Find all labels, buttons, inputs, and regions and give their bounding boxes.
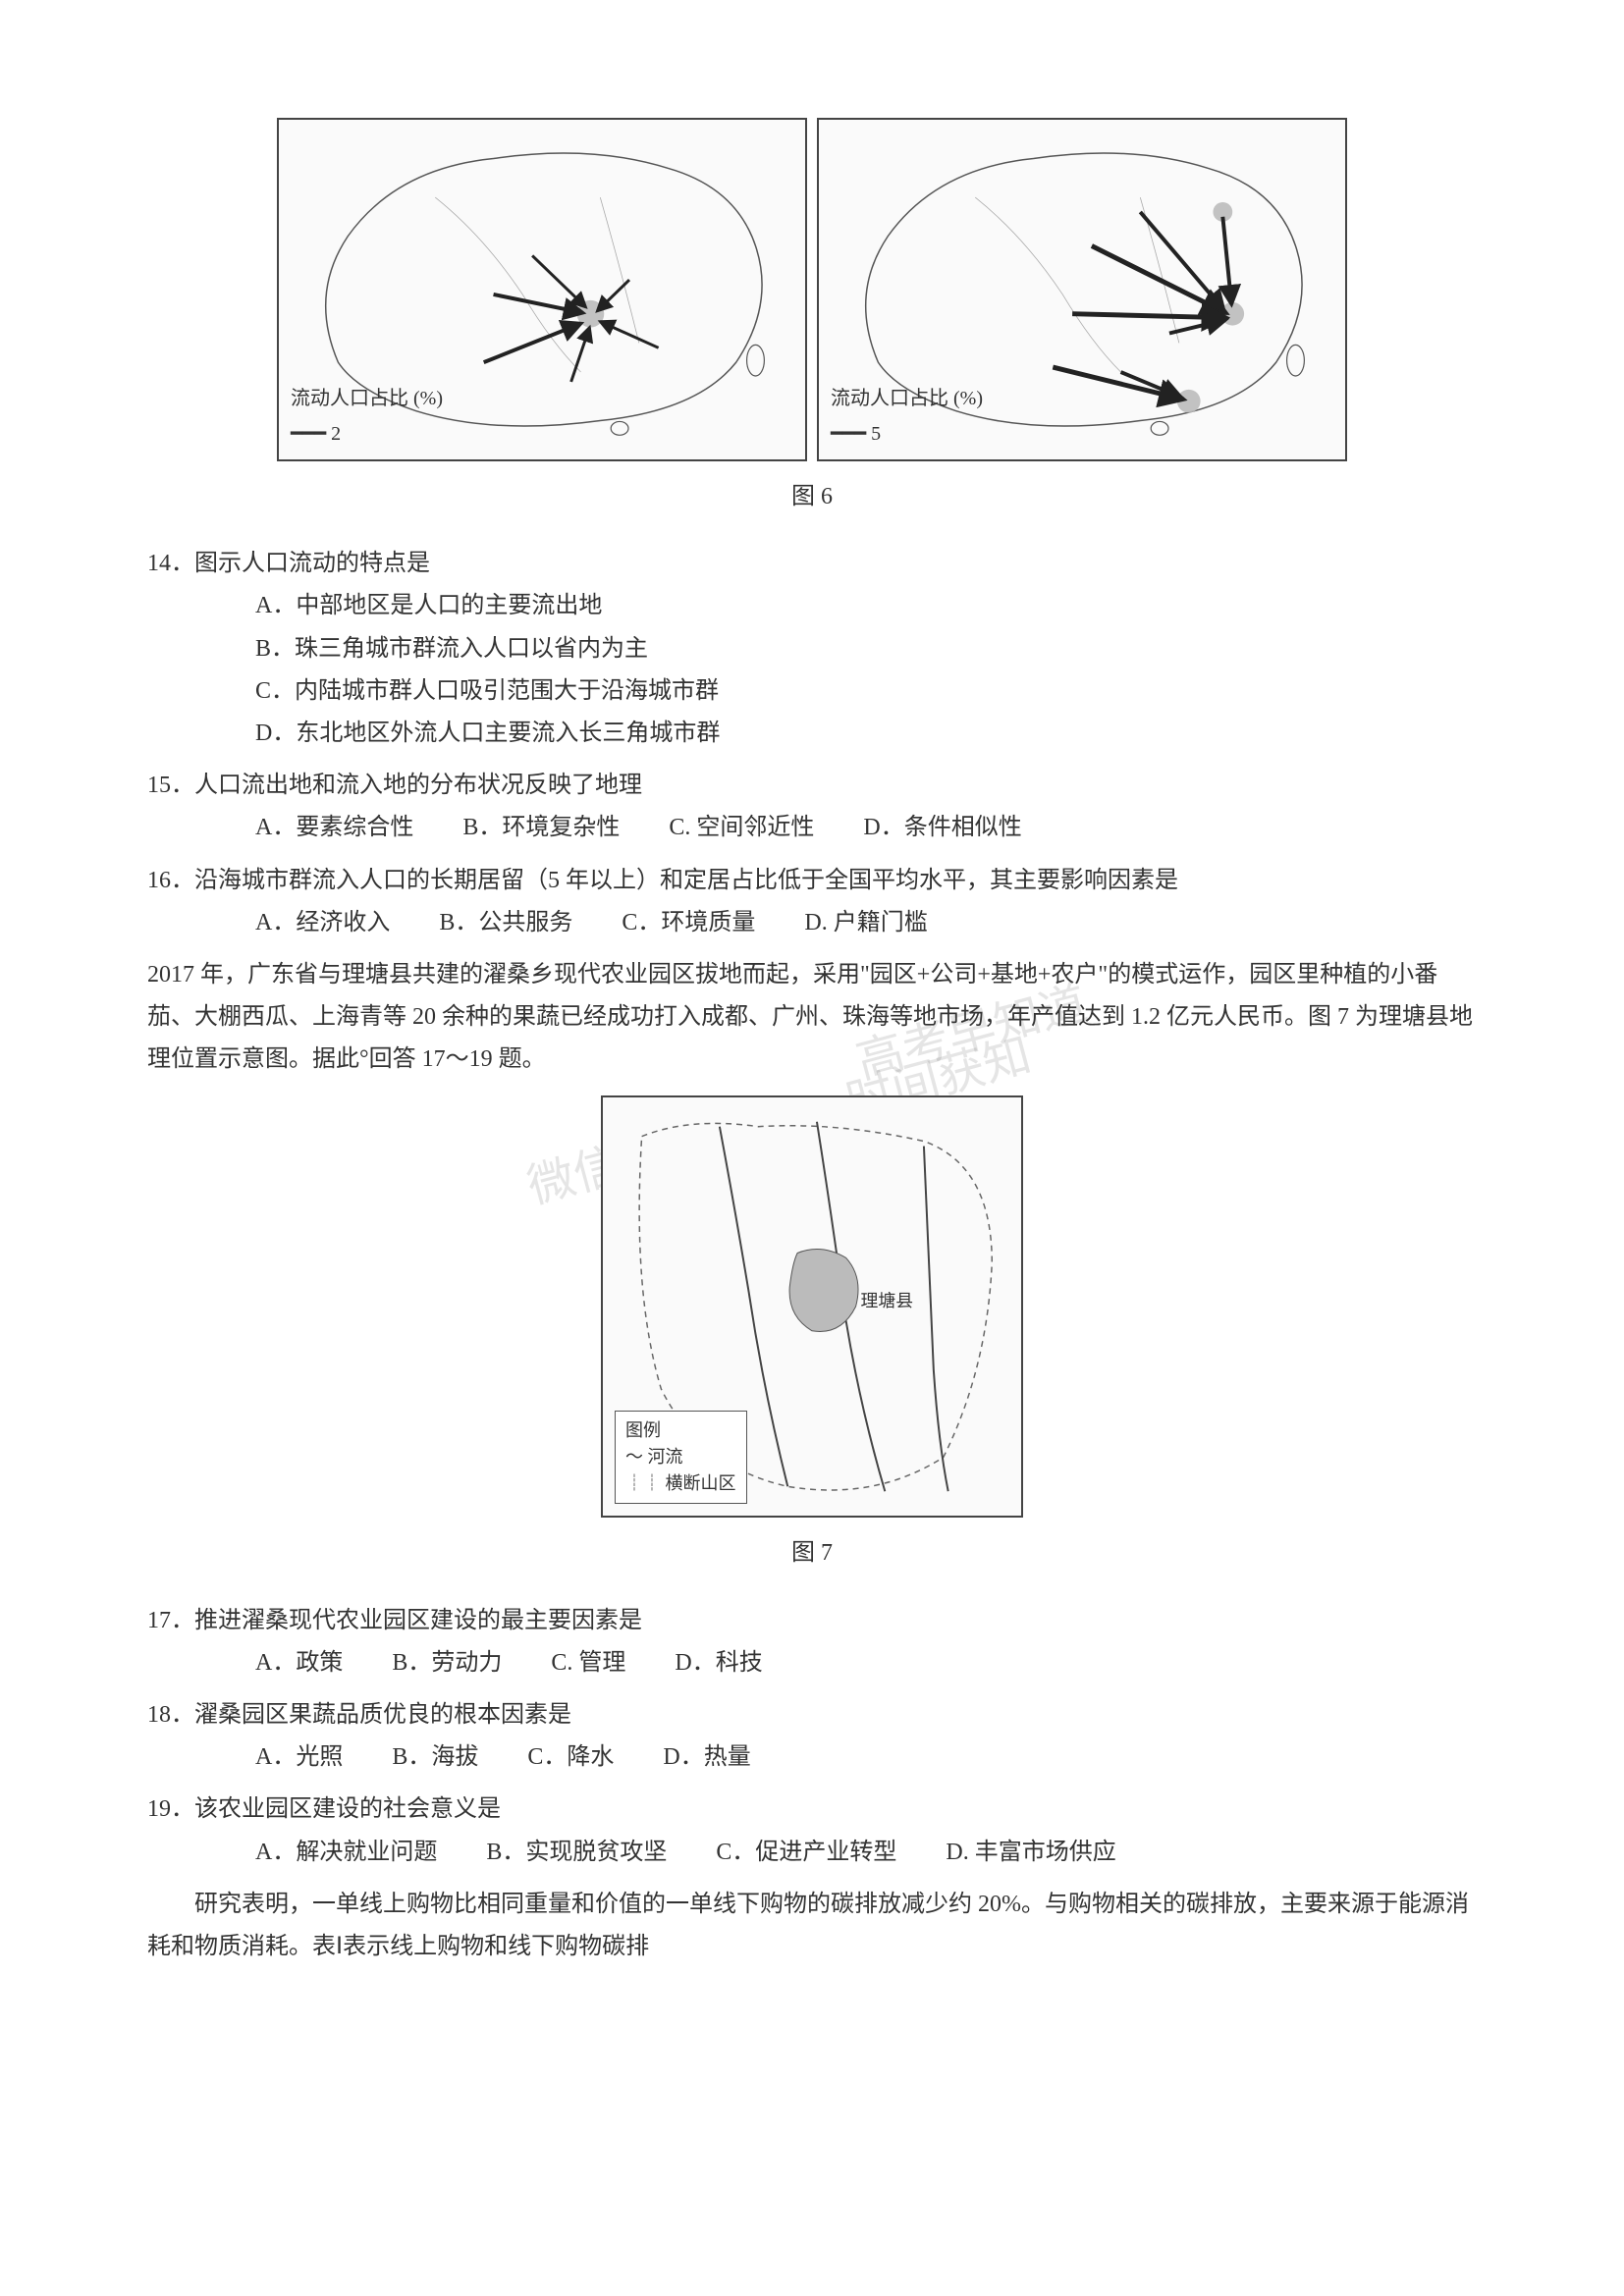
q16-option-a: A．经济收入 [255,902,390,944]
q16-stem: 16．沿海城市群流入人口的长期居留（5 年以上）和定居占比低于全国平均水平，其主… [147,860,1477,902]
map-right: 流动人口占比 (%) ━━━ 5 [817,118,1347,461]
map-left-legend: 流动人口占比 (%) ━━━ 2 [291,381,443,452]
legend-title: 图例 [625,1417,736,1444]
q17-option-c: C. 管理 [551,1642,625,1684]
q19-option-b: B．实现脱贫攻坚 [486,1832,667,1874]
figure-6-maps: 流动人口占比 (%) ━━━ 2 流动人口占比 (%) ━━━ 5 [147,118,1477,461]
figure-6-label: 图 6 [147,476,1477,518]
legend-title: 流动人口占比 (%) [831,381,983,416]
map-left: 流动人口占比 (%) ━━━ 2 [277,118,807,461]
q18-option-b: B．海拔 [392,1736,478,1779]
q14-stem: 14．图示人口流动的特点是 [147,543,1477,585]
question-17: 17．推进濯桑现代农业园区建设的最主要因素是 A．政策 B．劳动力 C. 管理 … [147,1600,1477,1684]
q17-option-b: B．劳动力 [392,1642,502,1684]
q15-option-b: B．环境复杂性 [462,807,620,849]
q19-option-c: C．促进产业转型 [716,1832,896,1874]
q18-stem: 18．濯桑园区果蔬品质优良的根本因素是 [147,1694,1477,1736]
q15-option-a: A．要素综合性 [255,807,413,849]
legend-mountain: ┊┊ 横断山区 [625,1470,736,1497]
figure-7: 理塘县 图例 ～ 河流 ┊┊ 横断山区 [147,1095,1477,1518]
q15-option-c: C. 空间邻近性 [669,807,814,849]
context-17-19: 2017 年，广东省与理塘县共建的濯桑乡现代农业园区拔地而起，采用"园区+公司+… [147,954,1477,1082]
litang-label: 理塘县 [861,1291,914,1310]
question-15: 15．人口流出地和流入地的分布状况反映了地理 A．要素综合性 B．环境复杂性 C… [147,765,1477,849]
q18-option-a: A．光照 [255,1736,343,1779]
q17-option-d: D．科技 [675,1642,762,1684]
legend-river: ～ 河流 [625,1444,736,1470]
q18-option-c: C．降水 [527,1736,614,1779]
map7-legend: 图例 ～ 河流 ┊┊ 横断山区 [615,1411,747,1504]
q16-option-c: C．环境质量 [622,902,755,944]
q16-option-d: D. 户籍门槛 [804,902,927,944]
legend-value: ━━━ 5 [831,416,983,452]
map-right-legend: 流动人口占比 (%) ━━━ 5 [831,381,983,452]
q17-stem: 17．推进濯桑现代农业园区建设的最主要因素是 [147,1600,1477,1642]
q19-stem: 19．该农业园区建设的社会意义是 [147,1789,1477,1831]
map7-box: 理塘县 图例 ～ 河流 ┊┊ 横断山区 [601,1095,1023,1518]
legend-title: 流动人口占比 (%) [291,381,443,416]
question-14: 14．图示人口流动的特点是 A．中部地区是人口的主要流出地 B．珠三角城市群流入… [147,543,1477,755]
figure-7-label: 图 7 [147,1532,1477,1575]
context-shopping: 研究表明，一单线上购物比相同重量和价值的一单线下购物的碳排放减少约 20%。与购… [147,1884,1477,1968]
q14-option-d: D．东北地区外流人口主要流入长三角城市群 [255,713,1477,755]
question-18: 18．濯桑园区果蔬品质优良的根本因素是 A．光照 B．海拔 C．降水 D．热量 [147,1694,1477,1779]
q16-option-b: B．公共服务 [439,902,572,944]
q18-option-d: D．热量 [663,1736,750,1779]
q17-option-a: A．政策 [255,1642,343,1684]
legend-value: ━━━ 2 [291,416,443,452]
q19-option-d: D. 丰富市场供应 [946,1832,1115,1874]
q15-stem: 15．人口流出地和流入地的分布状况反映了地理 [147,765,1477,807]
q14-option-a: A．中部地区是人口的主要流出地 [255,585,1477,627]
question-16: 16．沿海城市群流入人口的长期居留（5 年以上）和定居占比低于全国平均水平，其主… [147,860,1477,944]
question-19: 19．该农业园区建设的社会意义是 A．解决就业问题 B．实现脱贫攻坚 C．促进产… [147,1789,1477,1873]
q15-option-d: D．条件相似性 [863,807,1021,849]
q14-option-c: C．内陆城市群人口吸引范围大于沿海城市群 [255,670,1477,713]
q14-option-b: B．珠三角城市群流入人口以省内为主 [255,628,1477,670]
q19-option-a: A．解决就业问题 [255,1832,437,1874]
